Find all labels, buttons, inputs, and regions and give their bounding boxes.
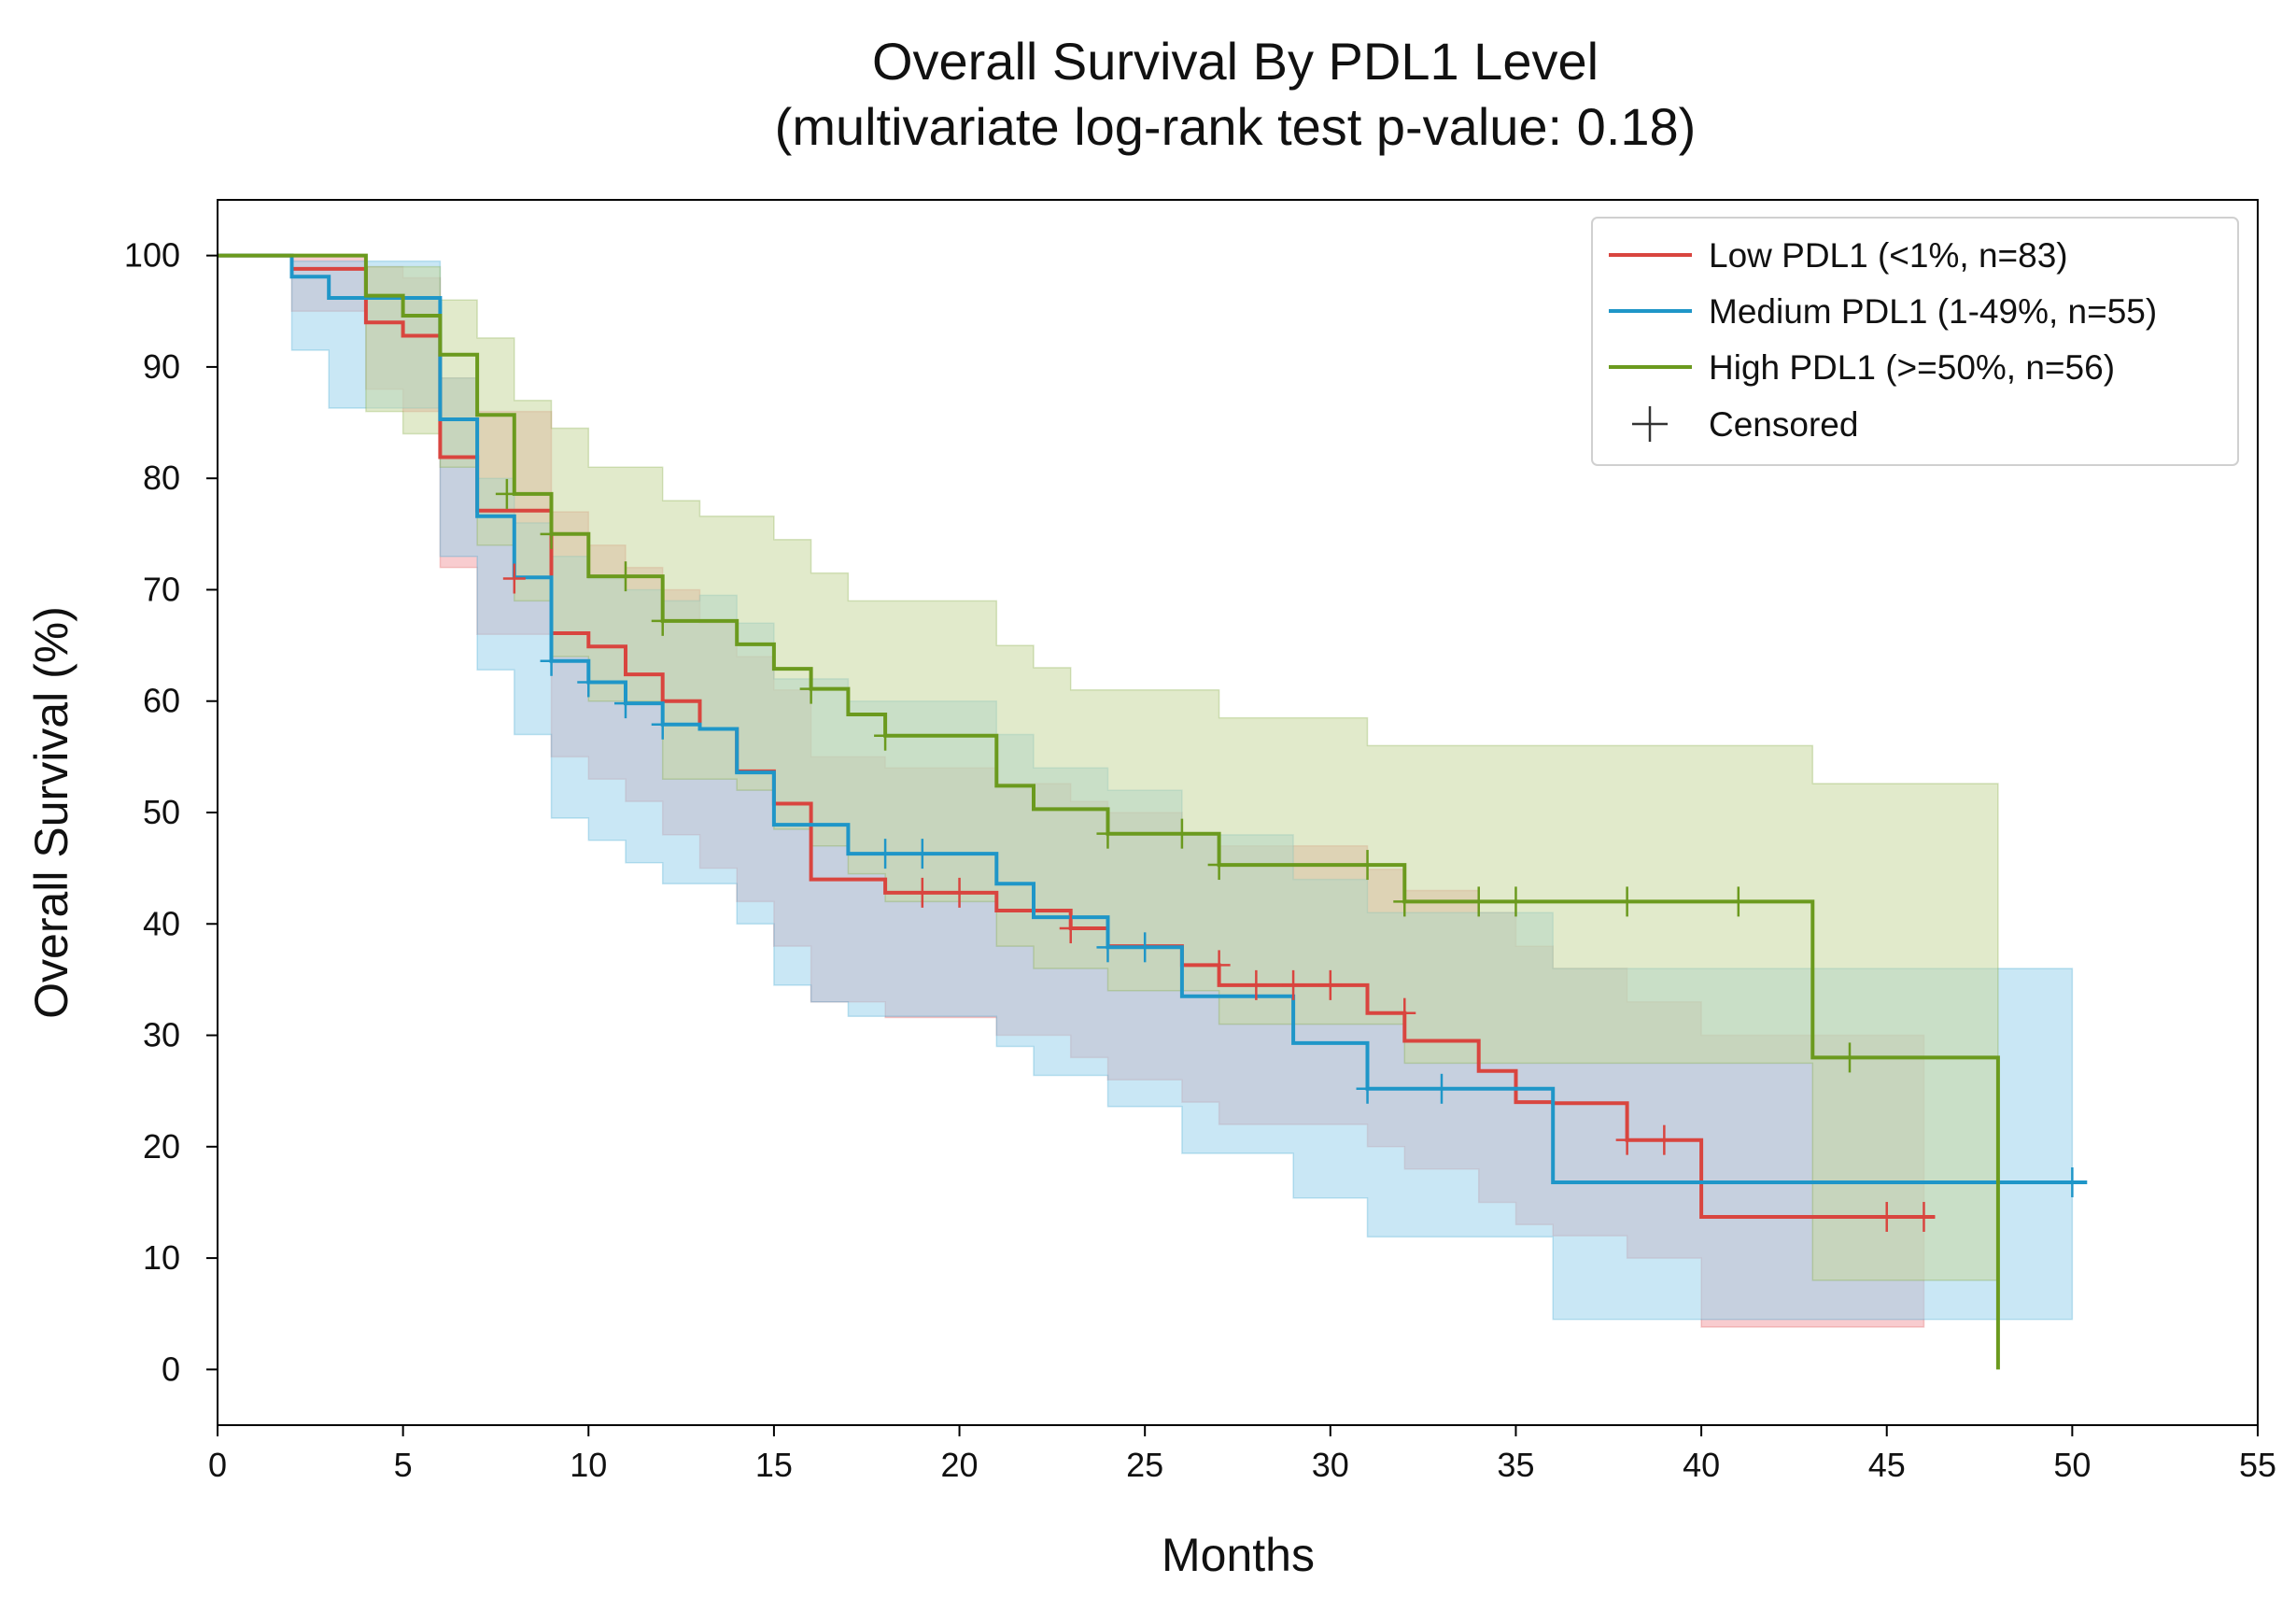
- censor-mark-high-pdl1: [799, 673, 823, 704]
- censor-mark-high-pdl1: [1170, 818, 1193, 849]
- x-axis-label: Months: [1162, 1529, 1315, 1581]
- censor-mark-high-pdl1: [540, 518, 563, 549]
- censor-mark-high-pdl1: [1467, 886, 1490, 917]
- x-axis-ticks: 0 5 10 15 20 25 30 35 40 45 50 55: [208, 1425, 2276, 1484]
- censored-markers: [495, 478, 2084, 1232]
- censor-mark-medium-pdl1: [874, 839, 897, 869]
- y-tick-label: 30: [143, 1016, 180, 1054]
- legend-label-high-pdl1: High PDL1 (>=50%, n=56): [1709, 348, 2115, 387]
- y-tick-label: 90: [143, 347, 180, 386]
- censor-mark-high-pdl1: [1356, 850, 1379, 881]
- censor-mark-low-pdl1: [1245, 969, 1268, 1000]
- censor-mark-high-pdl1: [1838, 1042, 1861, 1073]
- chart-subtitle: (multivariate log-rank test p-value: 0.1…: [775, 97, 1697, 156]
- legend-label-censored: Censored: [1709, 405, 1858, 444]
- censor-mark-low-pdl1: [1912, 1201, 1936, 1232]
- x-tick-label: 20: [941, 1446, 979, 1484]
- censor-mark-medium-pdl1: [2061, 1166, 2084, 1197]
- x-tick-label: 50: [2053, 1446, 2091, 1484]
- censor-mark-high-pdl1: [1726, 886, 1750, 917]
- y-tick-label: 60: [143, 682, 180, 720]
- censor-mark-high-pdl1: [874, 720, 897, 751]
- x-tick-label: 55: [2239, 1446, 2276, 1484]
- censor-mark-medium-pdl1: [910, 839, 934, 869]
- censor-mark-medium-pdl1: [1356, 1073, 1379, 1104]
- censor-mark-low-pdl1: [1059, 913, 1082, 944]
- x-tick-label: 40: [1683, 1446, 1720, 1484]
- x-tick-label: 15: [755, 1446, 793, 1484]
- censor-mark-low-pdl1: [1615, 1124, 1639, 1155]
- survival-curve-high-pdl1: [218, 253, 2000, 1370]
- censor-mark-high-pdl1: [651, 605, 674, 636]
- censor-mark-high-pdl1: [1504, 886, 1528, 917]
- y-tick-label: 50: [143, 793, 180, 831]
- censor-mark-medium-pdl1: [614, 688, 637, 719]
- y-tick-label: 70: [143, 570, 180, 608]
- censor-mark-low-pdl1: [502, 563, 526, 594]
- x-tick-label: 0: [208, 1446, 227, 1484]
- censor-mark-low-pdl1: [1282, 969, 1305, 1000]
- censor-mark-low-pdl1: [948, 877, 971, 908]
- legend-box: [1591, 217, 2239, 466]
- censor-mark-medium-pdl1: [1134, 932, 1157, 963]
- censor-mark-high-pdl1: [1207, 850, 1231, 881]
- censor-mark-high-pdl1: [1096, 818, 1120, 849]
- legend-label-low-pdl1: Low PDL1 (<1%, n=83): [1709, 236, 2068, 275]
- y-tick-label: 100: [124, 236, 180, 275]
- x-tick-label: 45: [1868, 1446, 1906, 1484]
- censor-mark-low-pdl1: [910, 877, 934, 908]
- censor-mark-low-pdl1: [1875, 1201, 1898, 1232]
- y-axis-ticks: 0 10 20 30 40 50 60 70 80 90 100: [124, 236, 218, 1388]
- censor-mark-low-pdl1: [1653, 1124, 1676, 1155]
- x-tick-label: 30: [1312, 1446, 1349, 1484]
- censor-mark-high-pdl1: [495, 478, 518, 509]
- y-tick-label: 10: [143, 1238, 180, 1277]
- censor-mark-low-pdl1: [1207, 950, 1231, 981]
- survival-curve-low-pdl1: [218, 253, 1936, 1219]
- censor-mark-medium-pdl1: [651, 709, 674, 740]
- legend-label-medium-pdl1: Medium PDL1 (1-49%, n=55): [1709, 292, 2157, 331]
- survival-curve-medium-pdl1: [218, 253, 2088, 1184]
- censor-mark-low-pdl1: [1393, 997, 1416, 1028]
- y-tick-label: 20: [143, 1127, 180, 1166]
- x-tick-label: 10: [570, 1446, 607, 1484]
- censor-mark-medium-pdl1: [1096, 932, 1120, 963]
- survival-curves: [218, 253, 2088, 1370]
- chart-title: Overall Survival By PDL1 Level: [872, 32, 1599, 91]
- legend-censored-marker-icon: [1632, 406, 1668, 442]
- censor-mark-high-pdl1: [1615, 886, 1639, 917]
- censor-mark-medium-pdl1: [577, 667, 600, 698]
- censor-mark-high-pdl1: [1393, 886, 1416, 917]
- censor-mark-high-pdl1: [614, 561, 637, 592]
- censor-mark-medium-pdl1: [540, 645, 563, 676]
- x-tick-label: 25: [1126, 1446, 1163, 1484]
- y-tick-label: 0: [162, 1350, 180, 1388]
- legend: Low PDL1 (<1%, n=83) Medium PDL1 (1-49%,…: [1591, 217, 2239, 466]
- censor-mark-medium-pdl1: [1430, 1073, 1453, 1104]
- censor-mark-low-pdl1: [1318, 969, 1342, 1000]
- y-tick-label: 80: [143, 459, 180, 497]
- x-tick-label: 35: [1497, 1446, 1534, 1484]
- y-axis-label: Overall Survival (%): [25, 606, 77, 1019]
- x-tick-label: 5: [394, 1446, 413, 1484]
- y-tick-label: 40: [143, 904, 180, 942]
